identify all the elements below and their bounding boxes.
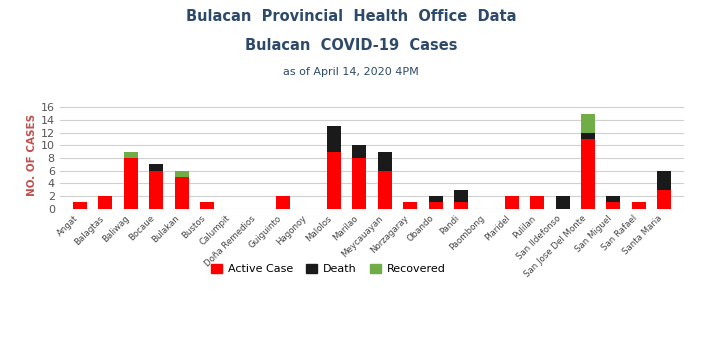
Bar [505,196,519,209]
Bar [175,171,189,177]
Bar [276,196,290,209]
Bar [327,126,341,152]
Bar [403,202,417,209]
Bar [124,158,138,209]
Bar [428,202,442,209]
Y-axis label: NO. OF CASES: NO. OF CASES [27,114,37,196]
Bar [607,202,621,209]
Bar [352,145,366,158]
Bar [454,202,468,209]
Text: as of April 14, 2020 4PM: as of April 14, 2020 4PM [283,67,419,77]
Bar [378,171,392,209]
Bar [657,190,671,209]
Bar [378,152,392,171]
Bar [352,158,366,209]
Bar [150,171,163,209]
Bar [124,152,138,158]
Bar [607,196,621,202]
Bar [98,196,112,209]
Bar [581,139,595,209]
Bar [428,196,442,202]
Bar [327,152,341,209]
Bar [657,171,671,190]
Bar [632,202,646,209]
Bar [454,190,468,202]
Text: Bulacan  COVID-19  Cases: Bulacan COVID-19 Cases [245,38,457,53]
Bar [581,132,595,139]
Bar [581,113,595,132]
Bar [555,196,569,209]
Bar [530,196,544,209]
Bar [73,202,87,209]
Legend: Active Case, Death, Recovered: Active Case, Death, Recovered [206,260,450,279]
Bar [200,202,214,209]
Text: Bulacan  Provincial  Health  Office  Data: Bulacan Provincial Health Office Data [186,9,516,24]
Bar [150,164,163,171]
Bar [175,177,189,209]
